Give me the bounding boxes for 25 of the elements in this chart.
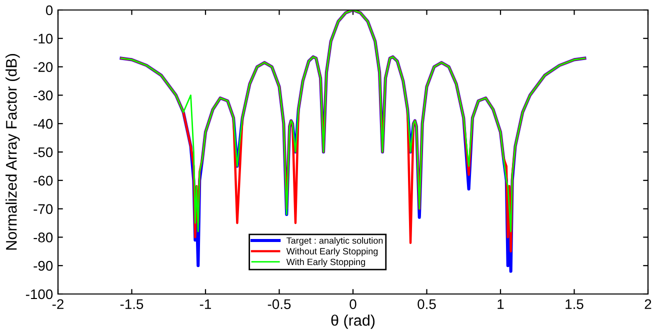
y-tick-label: -20 (34, 62, 53, 72)
y-tick-label: -100 (26, 289, 53, 300)
x-axis-title: θ (rad) (331, 314, 375, 329)
y-tick-label: -70 (34, 204, 53, 214)
x-tick-label: 1.5 (566, 299, 584, 310)
x-tick-label: -1 (200, 299, 211, 309)
y-tick-label: -90 (34, 260, 53, 271)
y-tick-label: -10 (34, 34, 53, 44)
y-tick-label: -80 (34, 232, 53, 242)
x-tick-label: 0.5 (418, 299, 436, 310)
legend-label: Without Early Stopping (286, 248, 378, 256)
legend-label: With Early Stopping (286, 258, 366, 267)
x-tick-label: 2 (644, 299, 652, 309)
legend-label: Target : analytic solution (286, 237, 383, 246)
y-tick-label: 0 (46, 5, 53, 16)
y-tick-label: -60 (34, 176, 53, 186)
y-tick-label: -40 (34, 118, 53, 129)
y-axis-title: Normalized Array Factor (dB) (6, 54, 20, 250)
x-tick-label: 0 (350, 299, 356, 310)
y-tick-label: -50 (34, 147, 53, 158)
x-tick-label: -1.5 (120, 299, 144, 310)
x-tick-label: 1 (498, 299, 504, 309)
y-tick-label: -30 (34, 90, 53, 100)
x-tick-label: -2 (52, 299, 64, 309)
x-tick-label: -0.5 (268, 299, 291, 310)
